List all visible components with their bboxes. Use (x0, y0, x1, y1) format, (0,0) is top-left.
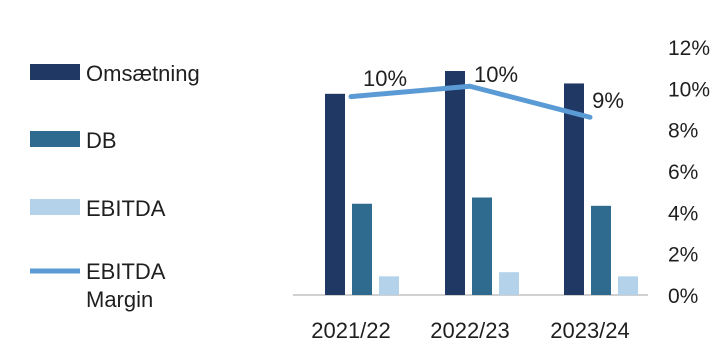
bar-oms-tning-2021-22 (325, 93, 345, 295)
right-axis-tick-label: 10% (668, 78, 710, 101)
x-axis-tick-label: 2021/22 (311, 318, 391, 340)
legend-label-ebitda: EBITDA (86, 196, 166, 221)
bar-db-2021-22 (352, 203, 372, 295)
bar-oms-tning-2022-23 (445, 71, 465, 295)
right-axis-tick-label: 12% (668, 37, 710, 60)
right-axis-tick-label: 8% (668, 120, 698, 143)
right-axis-tick-label: 2% (668, 244, 698, 267)
x-axis-tick-label: 2023/24 (550, 318, 630, 340)
bar-ebitda-2021-22 (379, 276, 399, 295)
legend-label-db: DB (86, 128, 117, 153)
legend-label-ebitda-margin: EBITDA Margin (86, 259, 166, 312)
legend-label-oms-tning: Omsætning (86, 61, 200, 86)
data-label-ebitda-margin-2023-24: 9% (592, 88, 624, 113)
data-label-ebitda-margin-2022-23: 10% (474, 62, 518, 87)
bar-db-2022-23 (472, 197, 492, 295)
right-axis-tick-label: 0% (668, 285, 698, 308)
x-axis-tick-label: 2022/23 (430, 318, 510, 340)
legend-swatch-oms-tning (30, 64, 80, 80)
legend-swatch-db (30, 131, 80, 147)
bar-oms-tning-2023-24 (564, 83, 584, 295)
line-ebitda-margin (348, 83, 593, 120)
right-axis-tick-label: 6% (668, 161, 698, 184)
bar-db-2023-24 (591, 205, 611, 295)
legend-swatch-ebitda (30, 199, 80, 215)
right-axis-tick-label: 4% (668, 202, 698, 225)
bar-ebitda-2023-24 (618, 276, 638, 295)
data-label-ebitda-margin-2021-22: 10% (363, 66, 407, 91)
bar-ebitda-2022-23 (499, 272, 519, 295)
